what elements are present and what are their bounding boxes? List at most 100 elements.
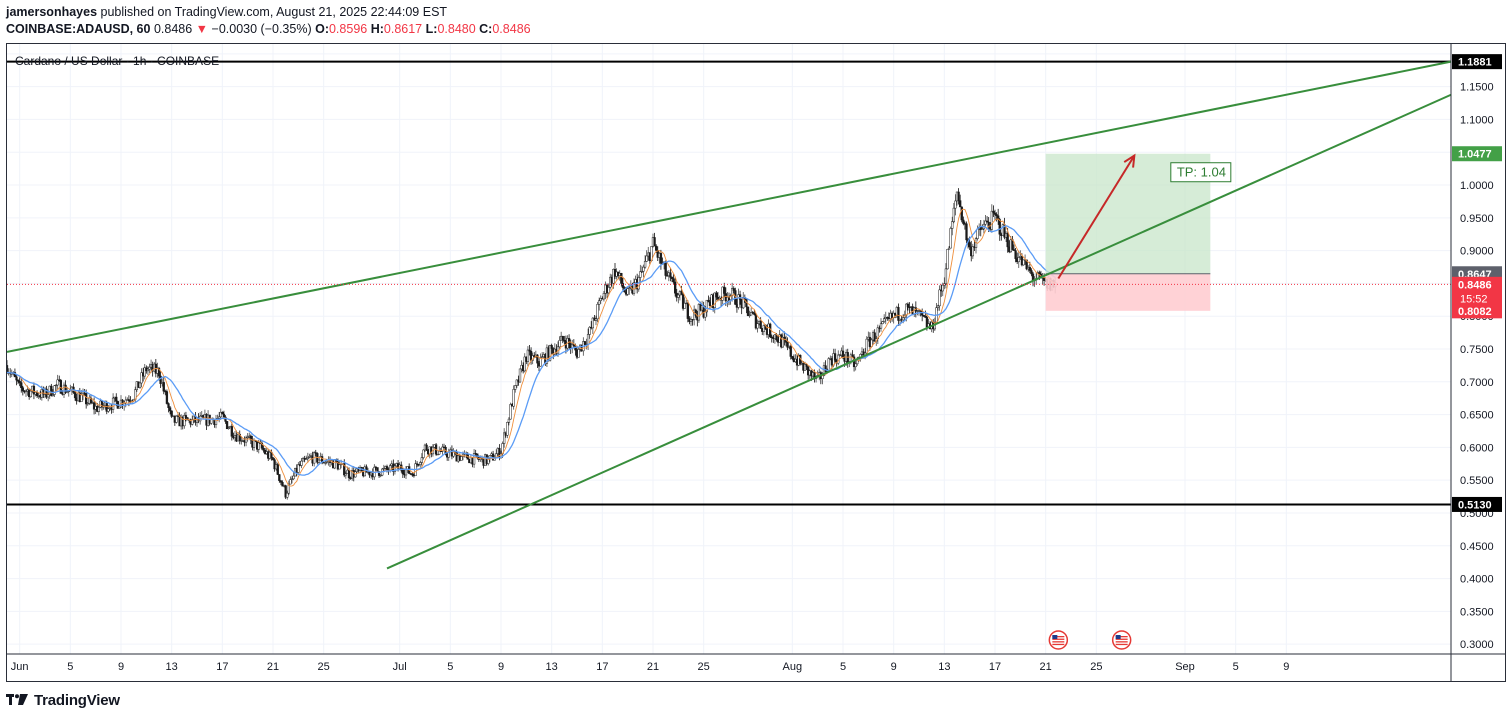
high-label: H: [370,22,384,36]
candle-body [737,294,740,308]
candle-body [965,223,968,241]
candle-body [959,200,962,208]
candle-body [225,421,229,429]
candle-body [89,397,93,404]
candle-body [952,207,955,222]
axes[interactable]: USD0.30000.35000.40000.45000.50000.55000… [7,44,1505,681]
candle-body [127,399,131,402]
candle-body [754,314,758,329]
candle-body [669,272,672,278]
time-tick-label: 13 [546,661,558,673]
candle-body [883,318,886,322]
candle-body [238,433,241,441]
chart-title: Cardano / US Dollar · 1h · COINBASE [15,54,219,68]
candle-body [856,360,859,365]
candle-body [308,456,311,458]
candle-body [325,461,328,463]
candle-body [746,306,750,316]
time-tick-label: 13 [938,661,950,673]
candle-body [1012,249,1016,251]
candle-body [415,463,419,465]
candle-body [162,382,165,392]
trendline[interactable] [386,93,1452,570]
candle-body [697,304,701,321]
candle-body [659,253,663,264]
candle-body [218,416,221,419]
tradingview-logo-icon [6,694,28,705]
candle-body [854,363,857,368]
candle-body [260,442,264,449]
chart-frame[interactable]: TP: 1.04 USD0.30000.35000.40000.45000.50… [6,43,1506,682]
candle-body [167,403,170,408]
tp-label-box[interactable] [1170,162,1232,183]
candle-body [558,340,561,348]
us-flag-stripe [1115,641,1128,643]
candle-body [664,261,667,276]
candle-body [314,452,317,454]
candle-body [523,356,526,372]
price-tick-label: 1.1500 [1460,82,1494,94]
author-name[interactable]: jamersonhayes [6,5,98,19]
high-value: 0.8617 [383,22,423,36]
candle-body [865,338,868,354]
candle-body [677,294,680,298]
candle-body [338,464,341,470]
stop-price-label: 0.8082 [1458,306,1492,318]
candle-body [620,272,623,284]
stop-zone[interactable] [1045,273,1211,311]
low-label: L: [425,22,438,36]
time-tick-label: 5 [447,661,453,673]
time-tick-label: Jun [11,661,29,673]
candle-body [759,321,762,329]
trendline[interactable] [7,60,1452,353]
candle-body [680,291,683,295]
stop-price-tag [1452,303,1502,319]
us-flag-stripe [1052,636,1065,638]
candle-body [300,460,303,466]
candle-body [1028,267,1031,271]
price-chart[interactable]: TP: 1.04 USD0.30000.35000.40000.45000.50… [7,44,1505,681]
candle-body [491,453,495,461]
candle-body [284,485,287,498]
candle-body [954,200,957,209]
candle-body [506,422,509,436]
candle-body [305,458,308,460]
time-tick-label: 5 [67,661,73,673]
target-arrow[interactable] [1057,155,1136,280]
price-tick-label: 0.4000 [1460,574,1494,586]
candle-body [976,228,979,239]
time-tick-label: Sep [1175,661,1195,673]
candle-body [80,394,83,402]
candle-body [425,444,428,451]
candle-body [183,415,186,427]
candle-body [279,480,283,483]
candle-body [599,298,602,301]
candle-body [59,380,62,394]
us-flag-icon[interactable] [1111,630,1132,650]
price-tick-label: 0.7000 [1460,377,1494,389]
candle-body [821,375,824,380]
candle-body [73,392,77,399]
candle-body [344,473,347,476]
candle-body [851,354,854,358]
candle-body [643,261,647,268]
candle-body [879,323,883,329]
candle-body [168,407,172,412]
price-change: −0.0030 (−0.35%) [211,22,312,36]
candle-body [924,315,927,318]
price-tick-label: 0.9000 [1460,246,1494,258]
time-tick-label: 17 [989,661,1001,673]
candle-body [723,286,726,294]
time-tick-label: 25 [318,661,330,673]
candle-body [184,415,188,418]
us-flag-icon[interactable] [1048,630,1069,650]
candle-body [981,228,984,231]
candle-body [732,288,735,291]
time-tick-label: Jul [393,661,407,673]
publish-date: published on TradingView.com, August 21,… [97,5,448,19]
candle-body [960,206,963,221]
tradingview-logo[interactable]: TradingView [6,692,120,709]
drawings[interactable]: TP: 1.04 [7,60,1452,650]
candle-body [222,413,226,418]
candle-body [287,483,290,494]
